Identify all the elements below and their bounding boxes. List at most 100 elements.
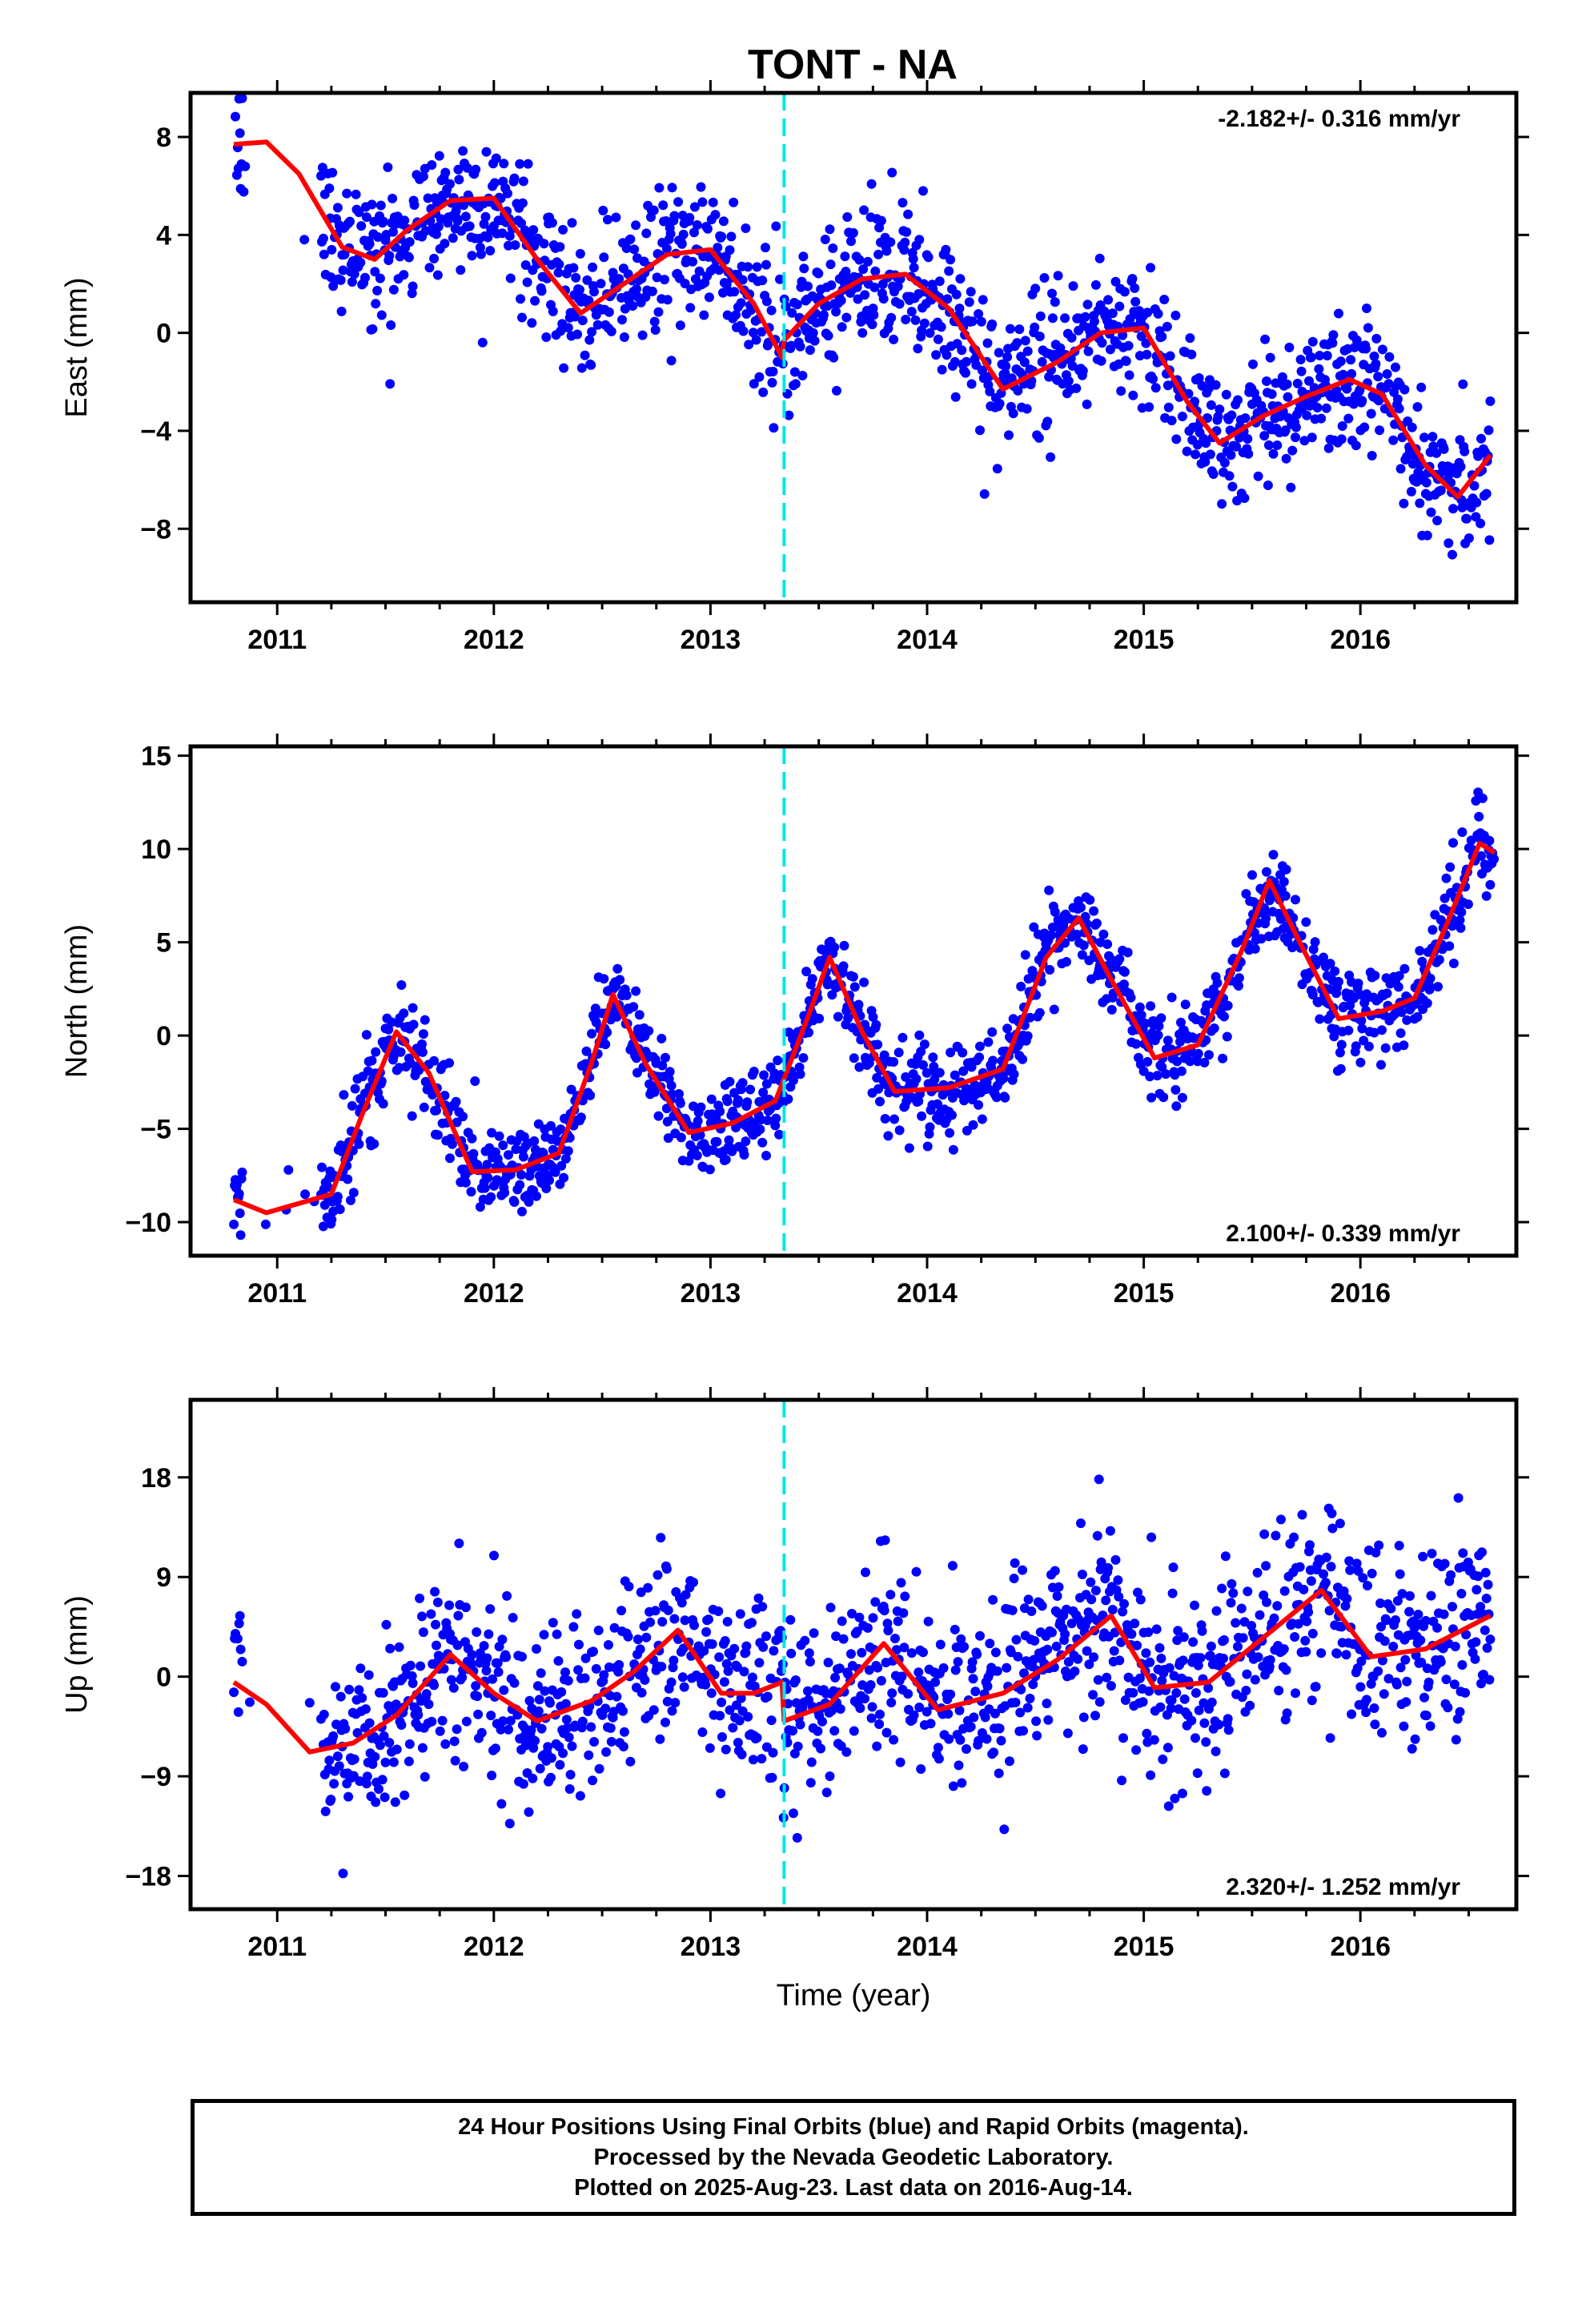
data-point <box>563 1146 573 1156</box>
data-point <box>391 1744 402 1755</box>
data-point <box>961 368 970 378</box>
data-point <box>649 316 660 327</box>
data-point <box>237 93 247 103</box>
data-point <box>676 1132 686 1143</box>
data-point <box>1170 1084 1181 1095</box>
data-point <box>1367 451 1377 460</box>
data-point <box>434 151 444 161</box>
data-point <box>380 1757 391 1767</box>
data-point <box>1476 518 1486 529</box>
data-point <box>933 1099 942 1109</box>
data-point <box>283 1164 294 1175</box>
data-point <box>1199 1718 1210 1728</box>
data-point <box>992 464 1002 474</box>
data-point <box>1146 1532 1157 1542</box>
data-point <box>958 1047 968 1058</box>
data-point <box>1148 374 1158 384</box>
data-point <box>1375 425 1385 436</box>
data-point <box>954 304 965 314</box>
data-point <box>922 1141 933 1152</box>
data-point <box>1027 966 1038 976</box>
plot-area <box>229 787 1500 1240</box>
data-point <box>707 1639 717 1649</box>
data-point <box>867 1702 877 1712</box>
data-point <box>340 1723 351 1734</box>
data-point <box>1185 333 1195 344</box>
data-point <box>546 1753 556 1763</box>
y-axis-label: North (mm) <box>60 924 94 1078</box>
data-point <box>1323 443 1334 453</box>
data-point <box>1006 1647 1016 1658</box>
data-point <box>1381 1615 1391 1626</box>
data-point <box>653 1111 664 1121</box>
data-point <box>1379 1689 1389 1699</box>
data-point <box>1250 1675 1260 1685</box>
plot-frame <box>188 90 1519 605</box>
data-point <box>319 249 329 259</box>
data-point <box>721 279 732 290</box>
data-point <box>1238 1633 1248 1643</box>
data-point <box>741 1136 751 1147</box>
data-point <box>911 1566 921 1577</box>
data-point <box>319 1709 329 1719</box>
data-point <box>580 1653 591 1663</box>
data-point <box>829 943 840 952</box>
data-point <box>1481 891 1492 901</box>
data-point <box>1153 308 1163 319</box>
data-point <box>1146 1001 1156 1011</box>
data-point <box>1166 1703 1176 1714</box>
data-point <box>602 1027 612 1038</box>
data-point <box>661 243 672 254</box>
data-point <box>437 1715 448 1726</box>
data-point <box>1284 342 1295 352</box>
data-point <box>925 328 935 338</box>
data-point <box>974 1052 985 1063</box>
data-point <box>816 1743 826 1754</box>
data-point <box>800 1635 810 1646</box>
data-point <box>1154 1642 1165 1653</box>
data-point <box>1098 929 1109 939</box>
data-point <box>1369 351 1379 361</box>
data-point <box>1206 1641 1216 1651</box>
data-point <box>757 1602 768 1612</box>
data-point <box>1425 973 1435 983</box>
data-point <box>464 221 475 231</box>
data-point <box>737 1749 747 1759</box>
data-point <box>1047 1627 1057 1638</box>
data-point <box>326 1795 336 1804</box>
data-point <box>576 1112 586 1123</box>
data-point <box>1170 1793 1180 1803</box>
data-point <box>405 1058 416 1068</box>
data-point <box>587 327 597 337</box>
data-point <box>880 1535 890 1546</box>
data-point <box>899 245 909 255</box>
data-point <box>1335 356 1346 367</box>
data-point <box>400 215 410 226</box>
data-point <box>689 202 700 212</box>
data-point <box>916 1764 926 1774</box>
data-point <box>452 216 463 226</box>
data-point <box>572 329 583 340</box>
data-point <box>1042 1644 1053 1655</box>
data-point <box>594 1763 604 1774</box>
data-point <box>895 1757 905 1767</box>
data-point <box>944 266 954 276</box>
data-point <box>487 1128 497 1138</box>
data-point <box>1420 1615 1431 1626</box>
data-point <box>517 1651 527 1662</box>
data-point <box>1247 870 1257 880</box>
data-point <box>990 1708 1000 1719</box>
y-tick-label: 10 <box>141 834 171 865</box>
data-point <box>1307 1628 1318 1638</box>
data-point <box>520 260 531 270</box>
data-point <box>873 1663 883 1673</box>
data-point <box>1190 396 1199 407</box>
x-tick-label: 2014 <box>897 1278 958 1309</box>
data-point <box>336 306 347 316</box>
data-point <box>357 1693 367 1703</box>
data-point <box>1480 1567 1491 1578</box>
data-point <box>847 1609 857 1618</box>
data-point <box>1379 1636 1390 1647</box>
data-point <box>761 1079 772 1089</box>
x-tick-label: 2011 <box>247 625 307 655</box>
